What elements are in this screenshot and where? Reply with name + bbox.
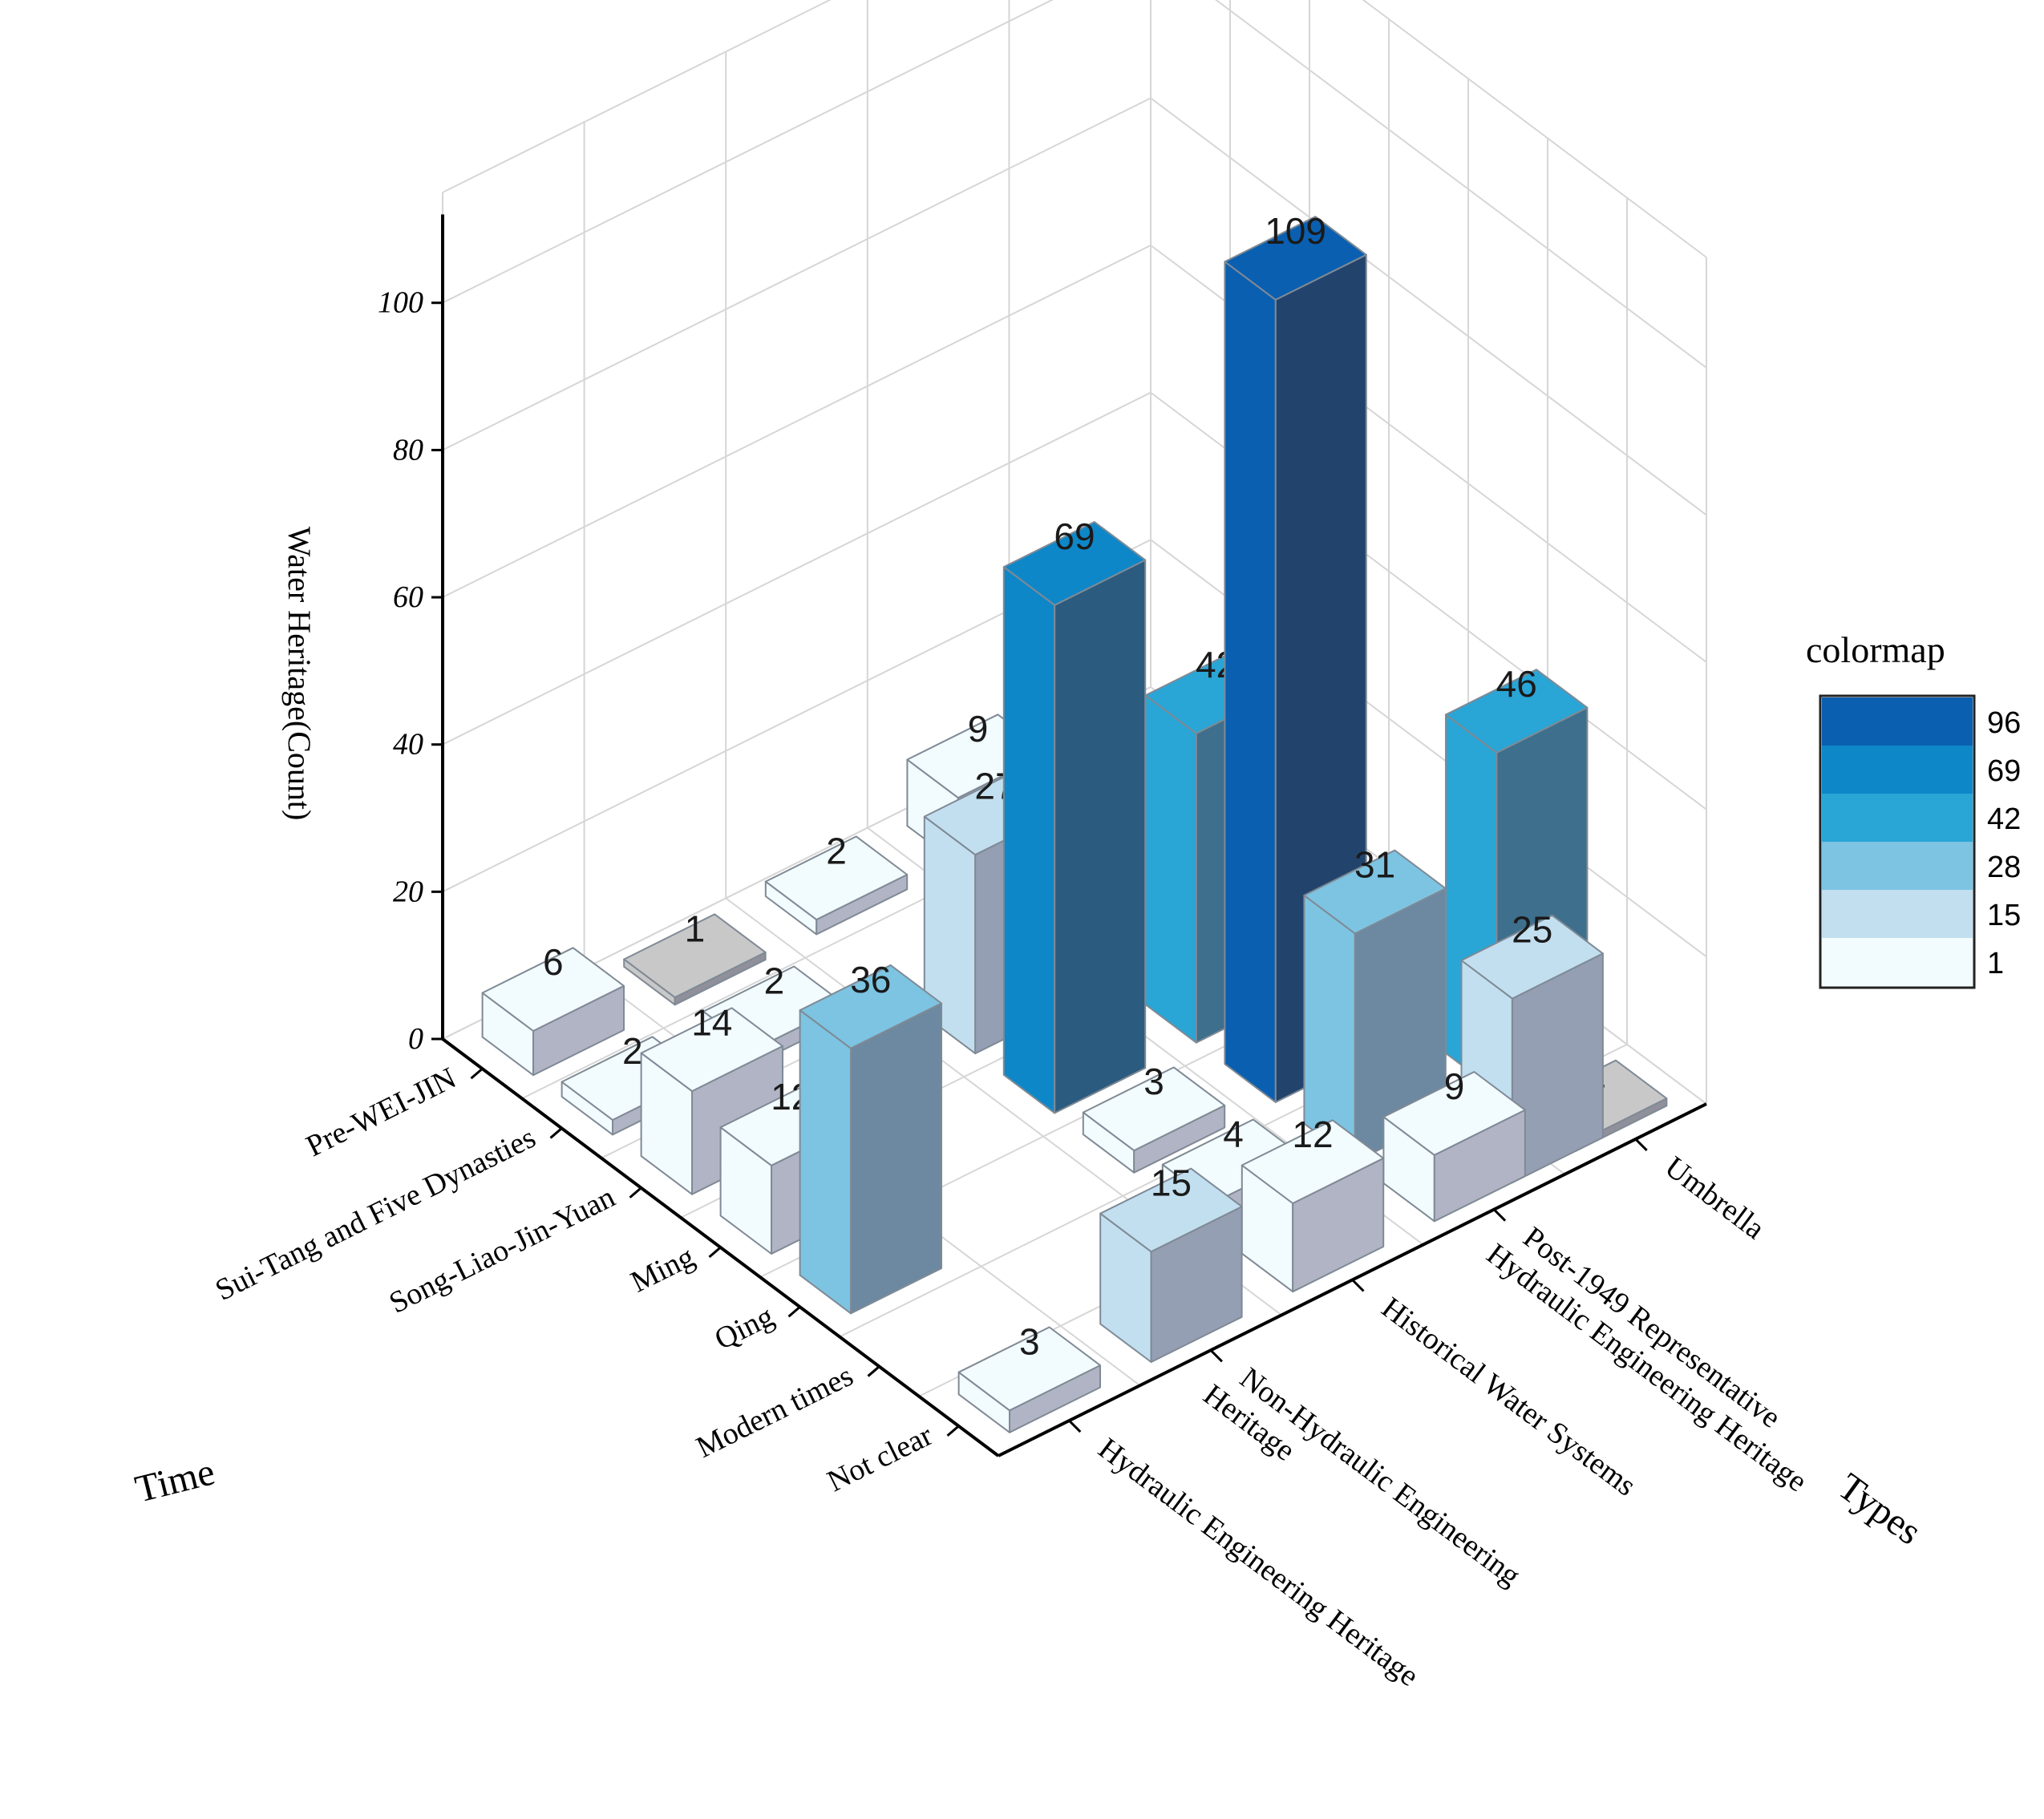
bar: 9: [1382, 1065, 1526, 1223]
colormap-swatch: [1822, 794, 1973, 842]
bar: 6: [481, 941, 625, 1077]
bar: 31: [1303, 844, 1447, 1163]
colormap-label: 28: [1987, 851, 2021, 884]
colormap-label: 42: [1987, 802, 2021, 836]
bar-value-label: 3: [1143, 1061, 1164, 1102]
bar: 3: [957, 1320, 1101, 1433]
bar: 3: [1082, 1061, 1226, 1174]
time-tick-label: Sui-Tang and Five Dynasties: [210, 1121, 540, 1308]
time-axis-title: Time: [132, 1450, 219, 1511]
bar-value-label: 69: [1054, 515, 1095, 557]
bar-value-label: 36: [850, 959, 891, 1000]
bar-value-label: 3: [1019, 1320, 1040, 1362]
time-tick-label: Pre-WEI-JIN: [301, 1061, 461, 1164]
bar: 36: [799, 959, 942, 1315]
colormap-swatch: [1822, 842, 1973, 890]
colormap-label: 15: [1987, 899, 2021, 932]
colormap-label: 1: [1987, 947, 2004, 980]
z-axis-title: Water Heritage(Count): [281, 527, 318, 821]
bar-value-label: 31: [1354, 844, 1395, 886]
bar-value-label: 2: [764, 960, 785, 1001]
bars: 924125622742269109461433112512493612153: [481, 210, 1668, 1433]
z-tick-label: 0: [408, 1022, 423, 1056]
time-tick-label: Qing: [710, 1300, 779, 1356]
time-tick-label: Ming: [625, 1239, 699, 1299]
bar-value-label: 109: [1265, 210, 1326, 252]
bar: 15: [1099, 1162, 1243, 1363]
bar-value-label: 6: [543, 941, 564, 983]
colormap-swatch: [1822, 697, 1973, 746]
bar-value-label: 14: [691, 1001, 732, 1043]
type-tick-label: Umbrella: [1658, 1150, 1771, 1247]
time-tick-label: Modern times: [691, 1359, 859, 1465]
time-tick-label: Not clear: [822, 1418, 938, 1498]
bar-value-label: 4: [1223, 1113, 1244, 1154]
bar-value-label: 25: [1512, 909, 1552, 951]
colormap-label: 96: [1987, 706, 2021, 740]
bar-value-label: 46: [1496, 663, 1537, 705]
colormap-label: 69: [1987, 754, 2021, 788]
z-tick-label: 40: [393, 728, 423, 762]
colormap-title: colormap: [1806, 629, 1945, 670]
z-tick-label: 100: [378, 286, 423, 320]
types-axis-title: Types: [1830, 1465, 1929, 1554]
bar-value-label: 12: [1292, 1114, 1333, 1155]
z-tick-label: 80: [393, 433, 423, 467]
bar-value-label: 1: [685, 907, 706, 949]
bar: 69: [1002, 515, 1147, 1114]
colormap-swatch: [1822, 938, 1973, 986]
z-tick-label: 20: [393, 875, 423, 908]
type-tick-label: Post-1949 RepresentativeHydraulic Engine…: [1480, 1209, 1834, 1498]
colormap-frame: [1819, 694, 1976, 989]
colormap-swatch: [1822, 746, 1973, 794]
bar-value-label: 2: [622, 1030, 643, 1072]
bar-value-label: 9: [968, 708, 989, 750]
bar-value-label: 9: [1444, 1065, 1465, 1107]
bar-value-label: 2: [826, 830, 847, 871]
bar: 12: [1241, 1114, 1385, 1293]
colormap-swatch: [1822, 890, 1973, 938]
z-tick-label: 60: [393, 580, 423, 614]
bar: 1: [623, 907, 767, 1006]
bar-value-label: 15: [1151, 1162, 1192, 1203]
colormap-legend: colormap 96 69 42 28 15 1: [1806, 629, 2021, 989]
bar: 2: [764, 830, 909, 936]
